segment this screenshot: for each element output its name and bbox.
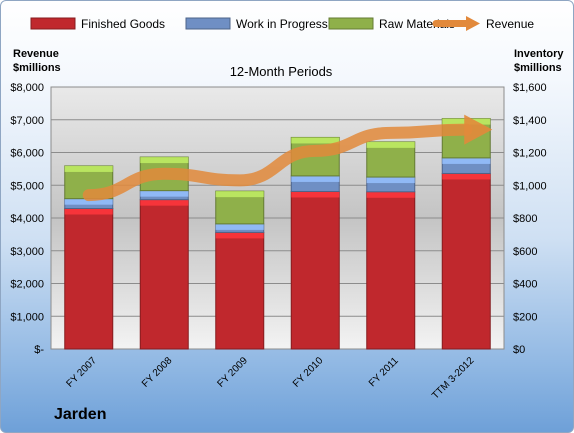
right-tick-label: $0 bbox=[513, 344, 525, 356]
right-tick-label: $600 bbox=[513, 246, 537, 258]
left-tick-label: $7,000 bbox=[10, 115, 44, 127]
bar-segment-cap bbox=[291, 191, 340, 198]
bar-segment-cap bbox=[291, 175, 340, 182]
legend-label: Revenue bbox=[486, 17, 534, 31]
work-in-progress-bar bbox=[366, 176, 416, 193]
right-axis-label-line2: $millions bbox=[514, 62, 562, 74]
bar-segment-cap bbox=[366, 191, 415, 198]
raw-materials-bar bbox=[215, 190, 265, 225]
legend-item: Work in Progress bbox=[185, 17, 328, 31]
left-tick-label: $4,000 bbox=[10, 213, 44, 225]
category-tick-label: FY 2007 bbox=[64, 355, 99, 390]
legend-swatch bbox=[328, 17, 374, 30]
category-tick-label: FY 2008 bbox=[140, 355, 175, 390]
bar-segment-cap bbox=[215, 191, 264, 198]
right-tick-label: $200 bbox=[513, 311, 537, 323]
bar-segment-body bbox=[441, 172, 491, 350]
left-axis-label-line1: Revenue bbox=[13, 48, 59, 60]
work-in-progress-bar bbox=[441, 157, 491, 174]
bar-segment-cap bbox=[215, 223, 264, 230]
bar-segment-cap bbox=[64, 165, 113, 172]
bar-segment-body bbox=[215, 231, 265, 350]
bar-segment-cap bbox=[366, 141, 415, 148]
legend-label: Work in Progress bbox=[236, 17, 328, 31]
right-tick-label: $800 bbox=[513, 213, 537, 225]
category-tick-label: FY 2009 bbox=[215, 355, 250, 390]
category-tick-label: TTM 3-2012 bbox=[430, 355, 477, 402]
legend: Finished Goods Work in Progress Raw Materi… bbox=[30, 16, 534, 31]
legend-item: Revenue bbox=[432, 16, 534, 31]
finished-goods-bar bbox=[441, 172, 491, 350]
category-tick-label: FY 2011 bbox=[367, 355, 401, 389]
revenue-arrow-head bbox=[464, 114, 493, 145]
bar-segment-cap bbox=[140, 190, 189, 197]
revenue-line bbox=[82, 114, 493, 202]
bar-segment-cap bbox=[140, 157, 189, 164]
bar-segment-cap bbox=[215, 232, 264, 239]
work-in-progress-bar bbox=[215, 223, 265, 233]
bar-segment-cap bbox=[64, 198, 113, 205]
bar-segment-cap bbox=[291, 137, 340, 144]
right-axis-label-line1: Inventory bbox=[514, 48, 564, 60]
right-tick-label: $400 bbox=[513, 279, 537, 291]
legend-swatch bbox=[30, 17, 76, 30]
legend-arrow bbox=[466, 16, 480, 31]
bar-segment-body bbox=[366, 191, 416, 350]
right-tick-label: $1,600 bbox=[513, 82, 547, 94]
finished-goods-bar bbox=[366, 191, 416, 350]
left-tick-label: $6,000 bbox=[10, 148, 44, 160]
revenue-line-path bbox=[82, 123, 473, 202]
bar-segment-cap bbox=[366, 177, 415, 184]
bar-segment-cap bbox=[442, 157, 491, 164]
legend-label: Finished Goods bbox=[81, 17, 165, 31]
left-tick-label: $3,000 bbox=[10, 246, 44, 258]
finished-goods-bar bbox=[139, 199, 189, 350]
bar-series bbox=[64, 118, 491, 350]
work-in-progress-bar bbox=[290, 175, 340, 192]
left-tick-label: $1,000 bbox=[10, 311, 44, 323]
left-tick-label: $8,000 bbox=[10, 82, 44, 94]
bar-segment-body bbox=[290, 190, 340, 350]
right-tick-label: $1,200 bbox=[513, 148, 547, 160]
category-tick-label: FY 2010 bbox=[291, 355, 326, 390]
finished-goods-bar bbox=[215, 231, 265, 350]
left-tick-label: $5,000 bbox=[10, 180, 44, 192]
left-axis-label-line2: $millions bbox=[13, 62, 61, 74]
right-tick-label: $1,400 bbox=[513, 115, 547, 127]
bar-segment-cap bbox=[64, 208, 113, 215]
work-in-progress-bar bbox=[139, 190, 189, 201]
bar-segment-cap bbox=[442, 173, 491, 180]
bar-segment-body bbox=[139, 199, 189, 350]
left-tick-label: $- bbox=[34, 344, 44, 356]
legend-item: Finished Goods bbox=[30, 17, 165, 31]
finished-goods-bar bbox=[64, 208, 114, 350]
bar-segment-cap bbox=[140, 199, 189, 206]
bar-segment-body bbox=[64, 208, 114, 350]
left-tick-label: $2,000 bbox=[10, 279, 44, 291]
chart-title: 12-Month Periods bbox=[230, 64, 333, 79]
right-tick-label: $1,000 bbox=[513, 180, 547, 192]
company-name: Jarden bbox=[54, 406, 107, 423]
legend-swatch bbox=[185, 17, 231, 30]
finished-goods-bar bbox=[290, 190, 340, 350]
raw-materials-bar bbox=[366, 141, 416, 178]
